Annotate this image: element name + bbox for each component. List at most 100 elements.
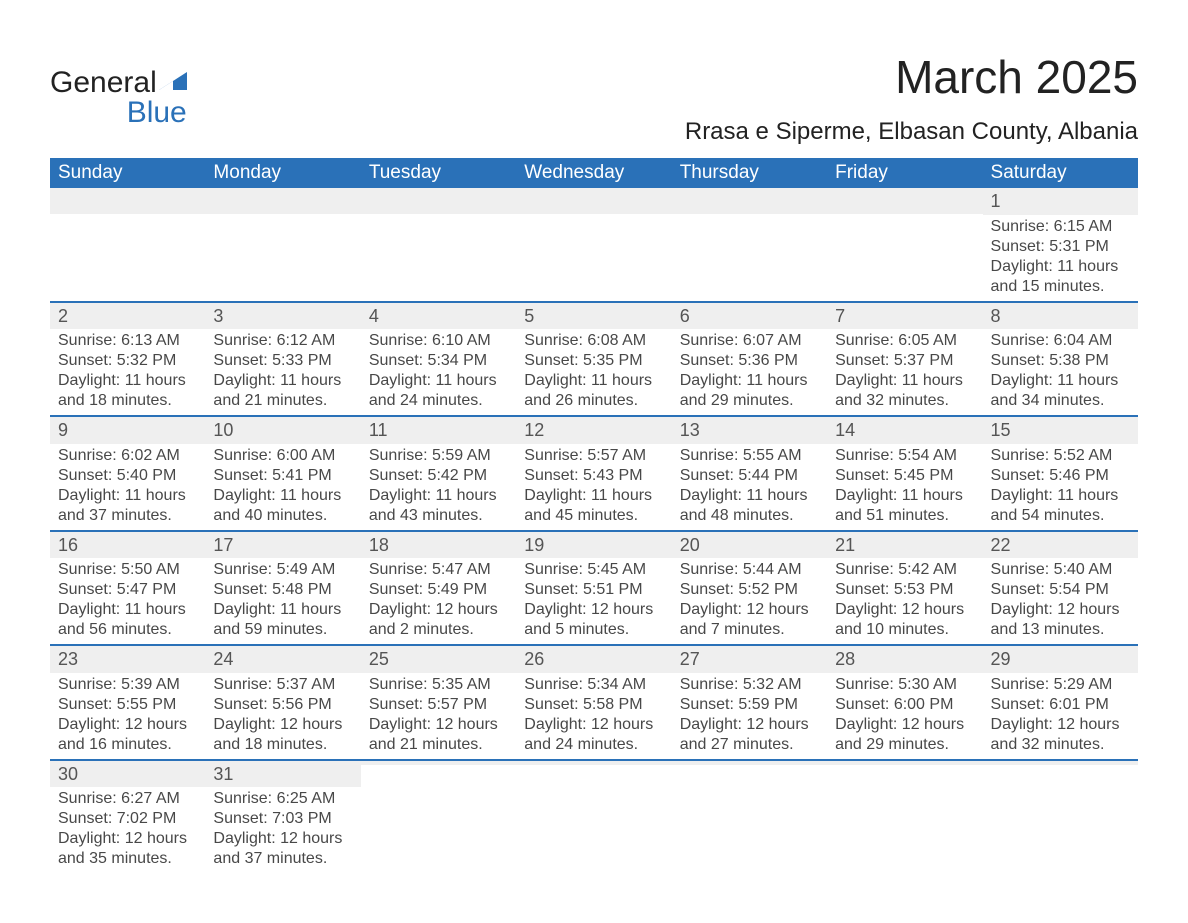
calendar-day-cell: 22Sunrise: 5:40 AMSunset: 5:54 PMDayligh… — [983, 530, 1138, 645]
day-body: Sunrise: 5:57 AMSunset: 5:43 PMDaylight:… — [516, 444, 671, 530]
day-detail-line: Sunrise: 5:39 AM — [58, 675, 197, 695]
day-detail-line: Daylight: 11 hours and 32 minutes. — [835, 371, 974, 411]
day-body: Sunrise: 6:04 AMSunset: 5:38 PMDaylight:… — [983, 329, 1138, 415]
day-detail-line: Sunset: 5:51 PM — [524, 580, 663, 600]
day-number: 6 — [672, 301, 827, 330]
calendar-day-cell: 8Sunrise: 6:04 AMSunset: 5:38 PMDaylight… — [983, 301, 1138, 416]
day-detail-line: Daylight: 11 hours and 29 minutes. — [680, 371, 819, 411]
day-number: 4 — [361, 301, 516, 330]
header: General Blue March 2025 Rrasa e Siperme,… — [50, 50, 1138, 146]
calendar-day-cell: 10Sunrise: 6:00 AMSunset: 5:41 PMDayligh… — [205, 415, 360, 530]
day-detail-line: Daylight: 11 hours and 26 minutes. — [524, 371, 663, 411]
day-detail-line: Sunrise: 5:54 AM — [835, 446, 974, 466]
logo-general-text: General — [50, 68, 157, 98]
day-detail-line: Daylight: 11 hours and 45 minutes. — [524, 486, 663, 526]
day-number — [50, 188, 205, 214]
calendar-day-cell — [361, 188, 516, 301]
day-body: Sunrise: 6:12 AMSunset: 5:33 PMDaylight:… — [205, 329, 360, 415]
day-detail-line: Daylight: 12 hours and 18 minutes. — [213, 715, 352, 755]
day-detail-line: Sunset: 5:36 PM — [680, 351, 819, 371]
titles: March 2025 Rrasa e Siperme, Elbasan Coun… — [685, 50, 1138, 146]
weekday-header: Sunday — [50, 158, 205, 188]
day-detail-line: Sunrise: 5:30 AM — [835, 675, 974, 695]
day-body: Sunrise: 6:15 AMSunset: 5:31 PMDaylight:… — [983, 215, 1138, 301]
day-number: 20 — [672, 530, 827, 559]
weekday-header: Thursday — [672, 158, 827, 188]
month-title: March 2025 — [685, 50, 1138, 104]
day-detail-line: Sunset: 5:57 PM — [369, 695, 508, 715]
day-detail-line: Sunset: 5:48 PM — [213, 580, 352, 600]
day-detail-line: Sunrise: 5:44 AM — [680, 560, 819, 580]
day-body — [361, 765, 516, 771]
day-detail-line: Sunrise: 5:55 AM — [680, 446, 819, 466]
day-detail-line: Daylight: 11 hours and 54 minutes. — [991, 486, 1130, 526]
day-detail-line: Sunset: 5:59 PM — [680, 695, 819, 715]
calendar-day-cell — [516, 188, 671, 301]
day-detail-line: Sunrise: 5:59 AM — [369, 446, 508, 466]
day-detail-line: Sunrise: 5:29 AM — [991, 675, 1130, 695]
day-detail-line: Sunrise: 5:45 AM — [524, 560, 663, 580]
day-number: 29 — [983, 644, 1138, 673]
day-number: 12 — [516, 415, 671, 444]
calendar-week-row: 23Sunrise: 5:39 AMSunset: 5:55 PMDayligh… — [50, 644, 1138, 759]
day-body: Sunrise: 5:55 AMSunset: 5:44 PMDaylight:… — [672, 444, 827, 530]
day-number: 31 — [205, 759, 360, 788]
day-detail-line: Daylight: 11 hours and 37 minutes. — [58, 486, 197, 526]
day-number — [361, 188, 516, 214]
calendar-table: Sunday Monday Tuesday Wednesday Thursday… — [50, 158, 1138, 873]
calendar-day-cell: 2Sunrise: 6:13 AMSunset: 5:32 PMDaylight… — [50, 301, 205, 416]
day-detail-line: Daylight: 12 hours and 32 minutes. — [991, 715, 1130, 755]
day-detail-line: Daylight: 11 hours and 15 minutes. — [991, 257, 1130, 297]
calendar-day-cell: 5Sunrise: 6:08 AMSunset: 5:35 PMDaylight… — [516, 301, 671, 416]
day-body — [361, 214, 516, 220]
day-detail-line: Sunset: 7:02 PM — [58, 809, 197, 829]
day-detail-line: Sunrise: 5:37 AM — [213, 675, 352, 695]
day-detail-line: Sunset: 5:41 PM — [213, 466, 352, 486]
calendar-week-row: 30Sunrise: 6:27 AMSunset: 7:02 PMDayligh… — [50, 759, 1138, 874]
calendar-day-cell — [827, 759, 982, 874]
day-body: Sunrise: 5:44 AMSunset: 5:52 PMDaylight:… — [672, 558, 827, 644]
day-body: Sunrise: 5:47 AMSunset: 5:49 PMDaylight:… — [361, 558, 516, 644]
day-detail-line: Sunset: 5:54 PM — [991, 580, 1130, 600]
day-detail-line: Sunrise: 6:27 AM — [58, 789, 197, 809]
day-detail-line: Daylight: 12 hours and 2 minutes. — [369, 600, 508, 640]
day-number: 11 — [361, 415, 516, 444]
day-body — [516, 214, 671, 220]
day-body — [50, 214, 205, 220]
day-body: Sunrise: 5:50 AMSunset: 5:47 PMDaylight:… — [50, 558, 205, 644]
day-number: 27 — [672, 644, 827, 673]
day-number — [672, 188, 827, 214]
weekday-header-row: Sunday Monday Tuesday Wednesday Thursday… — [50, 158, 1138, 188]
calendar-day-cell: 19Sunrise: 5:45 AMSunset: 5:51 PMDayligh… — [516, 530, 671, 645]
day-detail-line: Sunset: 6:01 PM — [991, 695, 1130, 715]
day-detail-line: Daylight: 11 hours and 40 minutes. — [213, 486, 352, 526]
day-detail-line: Daylight: 12 hours and 5 minutes. — [524, 600, 663, 640]
day-detail-line: Daylight: 12 hours and 10 minutes. — [835, 600, 974, 640]
day-detail-line: Sunset: 5:52 PM — [680, 580, 819, 600]
calendar-day-cell — [672, 759, 827, 874]
logo-blue-text: Blue — [127, 98, 187, 128]
day-body: Sunrise: 5:35 AMSunset: 5:57 PMDaylight:… — [361, 673, 516, 759]
day-detail-line: Sunset: 5:56 PM — [213, 695, 352, 715]
day-body: Sunrise: 6:10 AMSunset: 5:34 PMDaylight:… — [361, 329, 516, 415]
day-body: Sunrise: 5:34 AMSunset: 5:58 PMDaylight:… — [516, 673, 671, 759]
day-number: 9 — [50, 415, 205, 444]
day-detail-line: Daylight: 12 hours and 16 minutes. — [58, 715, 197, 755]
day-number: 23 — [50, 644, 205, 673]
day-number: 21 — [827, 530, 982, 559]
day-detail-line: Sunrise: 5:34 AM — [524, 675, 663, 695]
calendar-day-cell: 6Sunrise: 6:07 AMSunset: 5:36 PMDaylight… — [672, 301, 827, 416]
day-body: Sunrise: 6:13 AMSunset: 5:32 PMDaylight:… — [50, 329, 205, 415]
day-detail-line: Daylight: 12 hours and 21 minutes. — [369, 715, 508, 755]
day-detail-line: Sunset: 5:49 PM — [369, 580, 508, 600]
day-detail-line: Sunset: 5:37 PM — [835, 351, 974, 371]
day-detail-line: Sunrise: 5:42 AM — [835, 560, 974, 580]
weekday-header: Saturday — [983, 158, 1138, 188]
weekday-header: Friday — [827, 158, 982, 188]
day-number: 22 — [983, 530, 1138, 559]
day-number: 24 — [205, 644, 360, 673]
day-number: 10 — [205, 415, 360, 444]
day-detail-line: Sunrise: 5:40 AM — [991, 560, 1130, 580]
day-detail-line: Sunrise: 6:10 AM — [369, 331, 508, 351]
day-detail-line: Sunset: 7:03 PM — [213, 809, 352, 829]
